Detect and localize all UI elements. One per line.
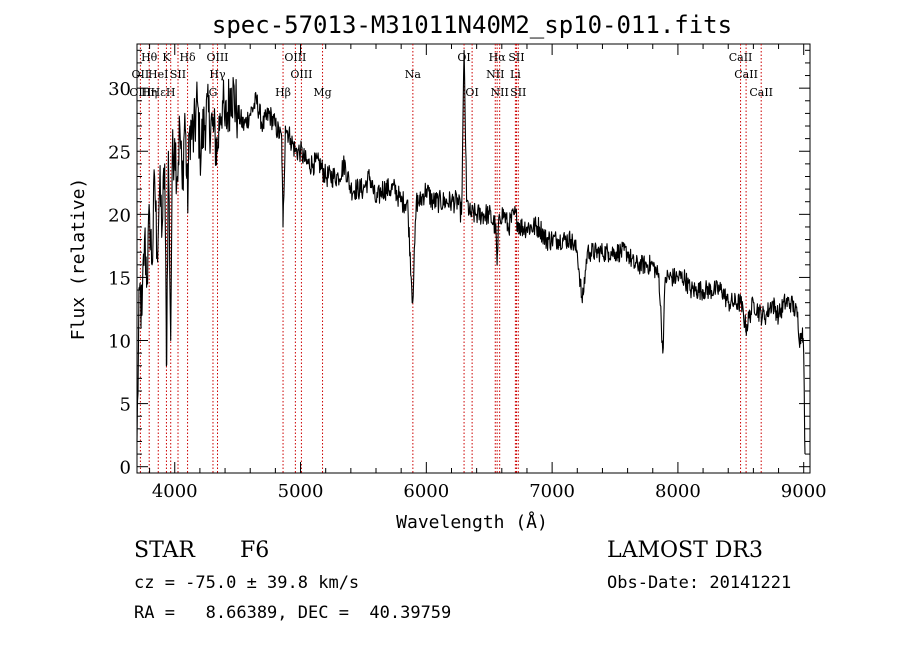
line-label: OII xyxy=(132,68,150,81)
line-label: CaII xyxy=(729,51,753,64)
object-subclass: F6 xyxy=(240,538,270,563)
line-label: CaII xyxy=(734,68,758,81)
y-tick-label: 10 xyxy=(108,332,131,353)
y-tick-label: 30 xyxy=(108,79,131,100)
y-tick-label: 25 xyxy=(108,142,131,163)
line-label: Hα xyxy=(489,51,507,64)
line-label: OI xyxy=(465,86,478,99)
line-label: Hη xyxy=(141,86,157,99)
line-label: Hβ xyxy=(275,86,291,99)
x-tick-label: 7000 xyxy=(529,481,575,502)
line-label: SII xyxy=(170,68,186,81)
line-label: Hθ xyxy=(141,51,158,64)
line-label: Hγ xyxy=(209,68,226,81)
line-label: NII xyxy=(486,68,504,81)
line-label: NII xyxy=(491,86,509,99)
redshift-velocity: cz = -75.0 ± 39.8 km/s xyxy=(134,573,360,593)
chart-title: spec-57013-M31011N40M2_sp10-011.fits xyxy=(212,11,732,39)
object-class: STAR xyxy=(134,538,195,563)
x-tick-label: 6000 xyxy=(403,481,449,502)
line-label: Na xyxy=(405,68,422,81)
observation-date: Obs-Date: 20141221 xyxy=(607,573,792,593)
line-label: SII xyxy=(508,51,524,64)
x-tick-label: 9000 xyxy=(781,481,827,502)
line-label: OIII xyxy=(129,86,151,99)
y-axis-ticks: 0 5 10 15 20 25 30 xyxy=(108,49,810,479)
line-label: G xyxy=(209,86,218,99)
line-label: K xyxy=(162,51,171,64)
emission-line-markers xyxy=(139,44,762,473)
x-axis-ticks: 4000 5000 6000 7000 8000 9000 xyxy=(149,44,827,502)
line-label: CaII xyxy=(749,86,773,99)
line-label: HeI xyxy=(148,68,168,81)
line-label: Hε xyxy=(151,86,167,99)
survey-name: LAMOST DR3 xyxy=(607,538,763,563)
line-label: Li xyxy=(510,68,521,81)
line-label: H xyxy=(166,86,176,99)
line-label: Mg xyxy=(313,86,331,99)
plot-frame xyxy=(136,43,811,474)
y-axis-label: Flux (relative) xyxy=(68,178,89,341)
y-tick-label: 15 xyxy=(108,268,131,289)
y-tick-label: 20 xyxy=(108,205,131,226)
line-label: OIII xyxy=(290,68,312,81)
coordinates: RA = 8.66389, DEC = 40.39759 xyxy=(134,603,452,623)
x-tick-label: 8000 xyxy=(655,481,701,502)
emission-line-labels: OII OIII Hθ Hη HeI Hε K H SII Hδ G OIII Hγ Hβ OIII OIII… xyxy=(129,51,773,99)
y-tick-label: 5 xyxy=(120,395,131,416)
line-label: OIII xyxy=(206,51,228,64)
y-tick-label: 0 xyxy=(120,458,131,479)
line-label: OIII xyxy=(284,51,306,64)
x-axis-label: Wavelength (Å) xyxy=(396,511,548,533)
x-tick-label: 4000 xyxy=(152,481,198,502)
flux-series-line xyxy=(136,49,806,455)
line-label: SII xyxy=(510,86,526,99)
line-label: Hδ xyxy=(179,51,196,64)
x-tick-label: 5000 xyxy=(278,481,324,502)
